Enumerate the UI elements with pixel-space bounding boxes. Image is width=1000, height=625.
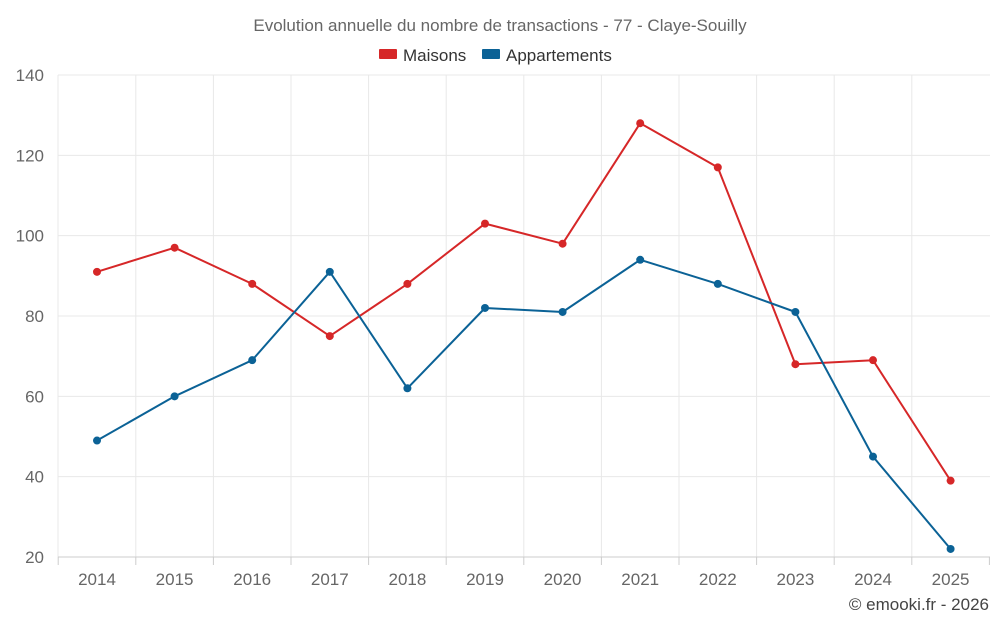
series bbox=[93, 119, 955, 553]
x-tick-label: 2021 bbox=[621, 570, 659, 589]
x-tick-label: 2020 bbox=[544, 570, 582, 589]
x-tick-label: 2022 bbox=[699, 570, 737, 589]
data-point-appartements[interactable] bbox=[248, 356, 257, 365]
data-point-appartements[interactable] bbox=[946, 544, 955, 553]
x-tick-label: 2017 bbox=[311, 570, 349, 589]
legend-swatch-appartements bbox=[482, 49, 500, 59]
legend-label-appartements: Appartements bbox=[506, 46, 612, 65]
data-point-maisons[interactable] bbox=[170, 243, 179, 252]
legend-label-maisons: Maisons bbox=[403, 46, 466, 65]
data-point-appartements[interactable] bbox=[481, 303, 489, 312]
y-tick-label: 120 bbox=[16, 146, 44, 165]
data-point-maisons[interactable] bbox=[946, 476, 955, 485]
y-tick-label: 20 bbox=[25, 548, 44, 567]
y-tick-label: 140 bbox=[16, 66, 44, 85]
credit-text: © emooki.fr - 2026 bbox=[849, 595, 989, 614]
data-point-maisons[interactable] bbox=[713, 163, 722, 172]
x-tick-label: 2019 bbox=[466, 570, 504, 589]
legend-item-appartements[interactable]: Appartements bbox=[482, 46, 612, 65]
legend-item-maisons[interactable]: Maisons bbox=[379, 46, 466, 65]
data-point-maisons[interactable] bbox=[248, 279, 257, 288]
data-point-appartements[interactable] bbox=[869, 452, 877, 461]
series-line-maisons bbox=[96, 122, 952, 482]
data-point-maisons[interactable] bbox=[93, 267, 101, 276]
x-tick-label: 2024 bbox=[854, 570, 892, 589]
data-point-maisons[interactable] bbox=[558, 239, 567, 248]
x-tick-label: 2015 bbox=[156, 570, 194, 589]
grid bbox=[57, 74, 990, 557]
legend-swatch-maisons bbox=[379, 49, 397, 59]
data-point-maisons[interactable] bbox=[636, 119, 645, 128]
chart-title: Evolution annuelle du nombre de transact… bbox=[253, 16, 747, 35]
data-point-appartements[interactable] bbox=[403, 384, 412, 393]
axes: 20 40 60 80 100 120 140 2014 2015 2016 2017 2018 201… bbox=[16, 66, 990, 589]
data-point-appartements[interactable] bbox=[791, 307, 800, 316]
x-tick-label: 2014 bbox=[78, 570, 116, 589]
x-tick-label: 2016 bbox=[233, 570, 271, 589]
data-point-appartements[interactable] bbox=[93, 436, 101, 445]
y-tick-label: 100 bbox=[16, 227, 44, 246]
legend: Maisons Appartements bbox=[379, 46, 612, 65]
y-tick-label: 80 bbox=[25, 307, 44, 326]
data-point-appartements[interactable] bbox=[558, 307, 567, 316]
y-tick-label: 60 bbox=[25, 387, 44, 406]
data-point-appartements[interactable] bbox=[170, 392, 179, 401]
data-point-appartements[interactable] bbox=[636, 255, 645, 264]
data-point-maisons[interactable] bbox=[481, 219, 489, 228]
x-tick-label: 2023 bbox=[776, 570, 814, 589]
data-point-maisons[interactable] bbox=[791, 360, 800, 369]
series-line-appartements bbox=[96, 258, 952, 550]
x-tick-label: 2018 bbox=[388, 570, 426, 589]
x-tick-label: 2025 bbox=[932, 570, 970, 589]
data-point-appartements[interactable] bbox=[325, 267, 334, 276]
data-point-maisons[interactable] bbox=[869, 356, 877, 365]
series-appartements bbox=[93, 255, 955, 553]
series-maisons bbox=[93, 119, 955, 485]
data-point-maisons[interactable] bbox=[325, 332, 334, 341]
y-tick-label: 40 bbox=[25, 468, 44, 487]
data-point-appartements[interactable] bbox=[713, 279, 722, 288]
data-point-maisons[interactable] bbox=[403, 279, 412, 288]
